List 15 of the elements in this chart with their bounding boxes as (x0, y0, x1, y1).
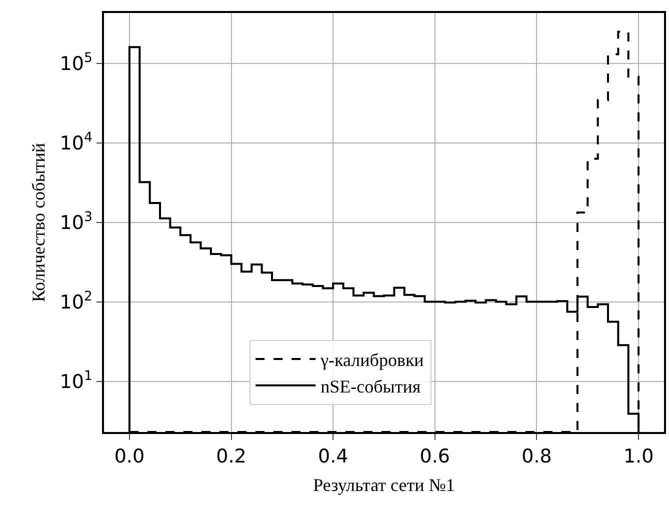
x-tick-label: 0.2 (216, 446, 246, 468)
y-tick-label: 10$^{5}$ (60, 51, 92, 75)
y-tick-label: 10$^{4}$ (60, 130, 92, 154)
legend-label: γ-калибровки (320, 350, 424, 370)
x-axis-title: Результат сети №1 (313, 475, 455, 496)
x-tick-label: 0.0 (114, 446, 145, 468)
y-tick-label: 10$^{2}$ (60, 289, 92, 314)
x-tick-label: 1.0 (623, 446, 654, 468)
x-tick-label: 0.4 (318, 446, 348, 468)
y-axis-title: Количество событий (28, 142, 48, 302)
y-tick-label: 10$^{3}$ (60, 210, 92, 234)
y-tick-label: 10$^{1}$ (60, 368, 92, 393)
x-tick-label: 0.6 (420, 446, 450, 468)
x-tick-label: 0.8 (522, 446, 552, 468)
legend-label: nSE-события (320, 376, 421, 396)
